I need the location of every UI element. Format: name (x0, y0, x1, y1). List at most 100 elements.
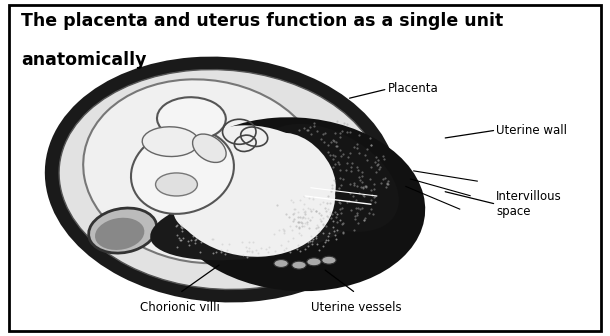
Point (354, 174, 364, 179)
Point (217, 250, 226, 255)
Point (331, 232, 340, 237)
Point (334, 185, 344, 191)
Point (312, 208, 321, 213)
Point (350, 216, 360, 221)
Point (307, 242, 317, 247)
Point (370, 193, 380, 199)
Point (318, 221, 328, 226)
Point (295, 220, 304, 225)
Point (331, 143, 340, 149)
Point (329, 177, 339, 182)
Point (188, 234, 198, 239)
Point (350, 227, 359, 233)
Point (295, 225, 304, 230)
Point (342, 121, 352, 127)
Point (337, 206, 347, 211)
Point (290, 206, 300, 211)
Point (295, 197, 305, 203)
Point (312, 234, 321, 239)
Point (318, 131, 328, 136)
Ellipse shape (150, 188, 358, 260)
Point (352, 145, 362, 151)
Point (317, 213, 326, 218)
Point (320, 239, 329, 245)
Point (323, 234, 333, 239)
Point (359, 193, 369, 199)
Point (360, 152, 370, 158)
Point (221, 248, 231, 253)
Ellipse shape (54, 66, 388, 293)
Point (196, 250, 206, 255)
Point (293, 215, 303, 220)
Point (299, 193, 309, 198)
Point (284, 215, 293, 220)
Point (295, 127, 304, 132)
Point (339, 151, 348, 156)
Point (332, 144, 342, 149)
Point (306, 208, 315, 214)
Point (343, 155, 353, 160)
Point (370, 159, 380, 164)
Point (253, 250, 263, 255)
Point (244, 248, 254, 254)
Point (357, 173, 367, 178)
Point (335, 134, 345, 140)
Point (335, 167, 345, 172)
Ellipse shape (131, 129, 234, 214)
Point (354, 151, 364, 156)
Point (315, 202, 325, 207)
Point (326, 215, 336, 220)
Text: The placenta and uterus function as a single unit: The placenta and uterus function as a si… (21, 12, 503, 30)
Point (305, 206, 315, 211)
Point (289, 211, 298, 217)
Ellipse shape (167, 125, 336, 257)
Point (384, 178, 393, 184)
Point (293, 242, 303, 248)
Point (287, 227, 296, 232)
Point (311, 225, 321, 230)
Point (191, 237, 201, 242)
Text: Uterine wall: Uterine wall (497, 124, 567, 137)
Point (339, 220, 348, 225)
Point (337, 128, 347, 134)
Point (173, 233, 182, 238)
Point (311, 235, 321, 241)
Point (318, 199, 328, 205)
Point (371, 169, 381, 175)
Point (337, 222, 346, 227)
Point (357, 184, 367, 190)
Point (350, 213, 360, 218)
Point (373, 158, 383, 163)
Point (314, 210, 324, 216)
Point (176, 222, 185, 228)
Ellipse shape (173, 181, 293, 241)
Point (323, 215, 332, 220)
Point (353, 205, 363, 211)
Point (323, 207, 333, 212)
Point (349, 181, 359, 186)
Point (350, 183, 359, 188)
Point (324, 230, 334, 236)
Point (339, 176, 348, 181)
Point (175, 238, 185, 243)
Point (356, 185, 365, 190)
Point (365, 135, 375, 140)
Point (347, 160, 357, 165)
Point (342, 199, 352, 205)
Point (298, 215, 308, 220)
Point (300, 223, 309, 228)
Point (270, 232, 279, 237)
Ellipse shape (157, 97, 226, 140)
Point (298, 220, 307, 225)
Point (208, 237, 218, 242)
Point (309, 121, 319, 126)
Point (294, 230, 304, 236)
Point (382, 180, 392, 185)
Point (374, 167, 384, 172)
Point (332, 227, 342, 233)
Point (186, 237, 196, 242)
Point (366, 198, 376, 203)
Point (333, 159, 343, 164)
Point (359, 217, 369, 223)
Point (372, 163, 382, 168)
